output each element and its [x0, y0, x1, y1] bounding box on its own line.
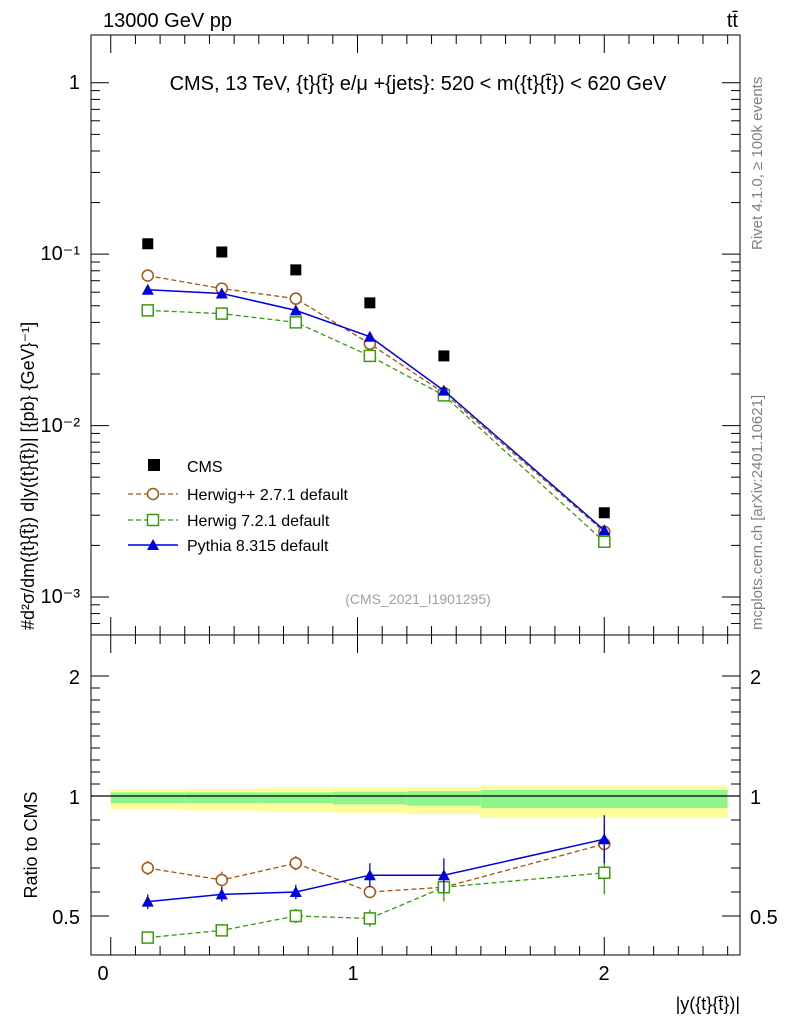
ratio-tick-label-1: 1	[69, 787, 80, 809]
ratio-tick-label-2: 2	[69, 667, 80, 689]
band-stat-4	[406, 791, 481, 806]
plot-title: CMS, 13 TeV, {t}{t̄} e/μ +{jets}: 520 < …	[170, 73, 668, 95]
ratio-tick-label-right-2: 2	[750, 667, 761, 689]
point-herwig7	[598, 535, 611, 548]
y-tick-label-1e-1: 10⁻¹	[41, 243, 81, 265]
band-stat-2	[258, 792, 333, 804]
ratio-point-herwigpp	[289, 856, 303, 870]
band-stat-3	[332, 791, 407, 805]
series-herwig7	[141, 304, 611, 944]
ratio-point-herwig7	[289, 909, 303, 923]
series-line-herwigpp	[147, 274, 605, 533]
band-stat-5	[480, 790, 728, 808]
point-cms	[290, 264, 302, 276]
legend-marker-herwigpp	[146, 487, 160, 501]
legend-label-pythia: Pythia 8.315 default	[187, 538, 329, 555]
y-axis-label: #d²σ/dm({t}{t̄}) d|y({t}{t̄})| [{pb} {Ge…	[18, 322, 38, 630]
ratio-point-herwig7	[363, 912, 377, 925]
point-herwigpp	[141, 269, 155, 282]
point-pythia	[141, 283, 154, 295]
y-tick-label-1e-2: 10⁻²	[41, 415, 81, 437]
series-line-pythia	[147, 289, 605, 531]
ratio-tick-label-0.5: 0.5	[52, 907, 80, 929]
process-title: tt̄	[727, 10, 739, 32]
x-axis-label: |y({t}{t̄})|	[676, 994, 740, 1014]
point-cms	[216, 246, 228, 258]
legend-label-herwig7: Herwig 7.2.1 default	[187, 513, 330, 530]
ratio-point-pythia	[289, 886, 302, 897]
point-cms	[142, 238, 154, 250]
ratio-panel-frame	[90, 634, 741, 956]
series-layer	[141, 238, 611, 944]
x-tick-label-1: 1	[347, 963, 358, 985]
ratio-point-herwigpp	[141, 861, 155, 875]
legend: CMS Herwig++ 2.7.1 default Herwig 7.2.1 …	[128, 459, 349, 555]
mcplots-label: mcplots.cern.ch [arXiv:2401.10621]	[749, 395, 766, 630]
legend-marker-cms	[148, 459, 160, 471]
point-pythia	[289, 304, 302, 316]
legend-label-herwigpp: Herwig++ 2.7.1 default	[187, 487, 349, 504]
ratio-line-herwigpp	[147, 843, 605, 893]
rivet-label: Rivet 4.1.0, ≥ 100k events	[749, 77, 766, 250]
series-pythia	[141, 283, 611, 909]
point-cms	[598, 507, 610, 519]
x-tick-label-2: 2	[598, 963, 609, 985]
ratio-point-pythia	[437, 869, 450, 881]
ratio-line-herwig7	[147, 872, 605, 939]
point-pythia	[215, 287, 228, 299]
ratio-point-pythia	[598, 833, 611, 845]
ratio-point-herwig7	[215, 924, 229, 937]
point-pythia	[598, 524, 611, 536]
point-pythia	[437, 384, 450, 396]
band-stat-0	[110, 792, 185, 804]
point-cms	[438, 350, 450, 362]
ratio-point-herwigpp	[215, 873, 229, 887]
point-pythia	[363, 330, 376, 342]
ratio-line-pythia	[147, 838, 605, 903]
ratio-point-pythia	[141, 895, 154, 907]
y-tick-label-1: 1	[69, 72, 80, 94]
point-herwigpp	[289, 292, 303, 305]
ratio-tick-label-right-1: 1	[750, 787, 761, 809]
point-herwig7	[215, 307, 229, 320]
cms-uncertainty-bands	[91, 785, 740, 818]
ratio-point-herwigpp	[363, 885, 377, 899]
point-herwig7	[289, 316, 303, 329]
legend-label-cms: CMS	[187, 459, 223, 476]
analysis-watermark: (CMS_2021_I1901295)	[345, 591, 491, 607]
x-tick-label-0: 0	[97, 963, 108, 985]
series-line-herwig7	[147, 309, 605, 543]
ratio-tick-label-right-0.5: 0.5	[750, 907, 778, 929]
series-cms	[142, 238, 610, 519]
y-tick-label-1e-3: 10⁻³	[41, 586, 81, 608]
band-stat-1	[184, 792, 259, 804]
axis-ticks	[91, 35, 740, 955]
ratio-point-herwig7	[141, 931, 155, 944]
ratio-point-pythia	[363, 869, 376, 881]
legend-marker-herwig7	[146, 513, 160, 527]
energy-title: 13000 GeV pp	[103, 10, 232, 32]
ratio-point-pythia	[215, 888, 228, 900]
ratio-point-herwig7	[598, 866, 611, 880]
point-herwig7	[363, 349, 377, 363]
point-cms	[364, 297, 376, 309]
legend-marker-pythia	[147, 539, 159, 550]
point-herwig7	[141, 304, 155, 317]
ratio-axis-label: Ratio to CMS	[21, 791, 41, 898]
